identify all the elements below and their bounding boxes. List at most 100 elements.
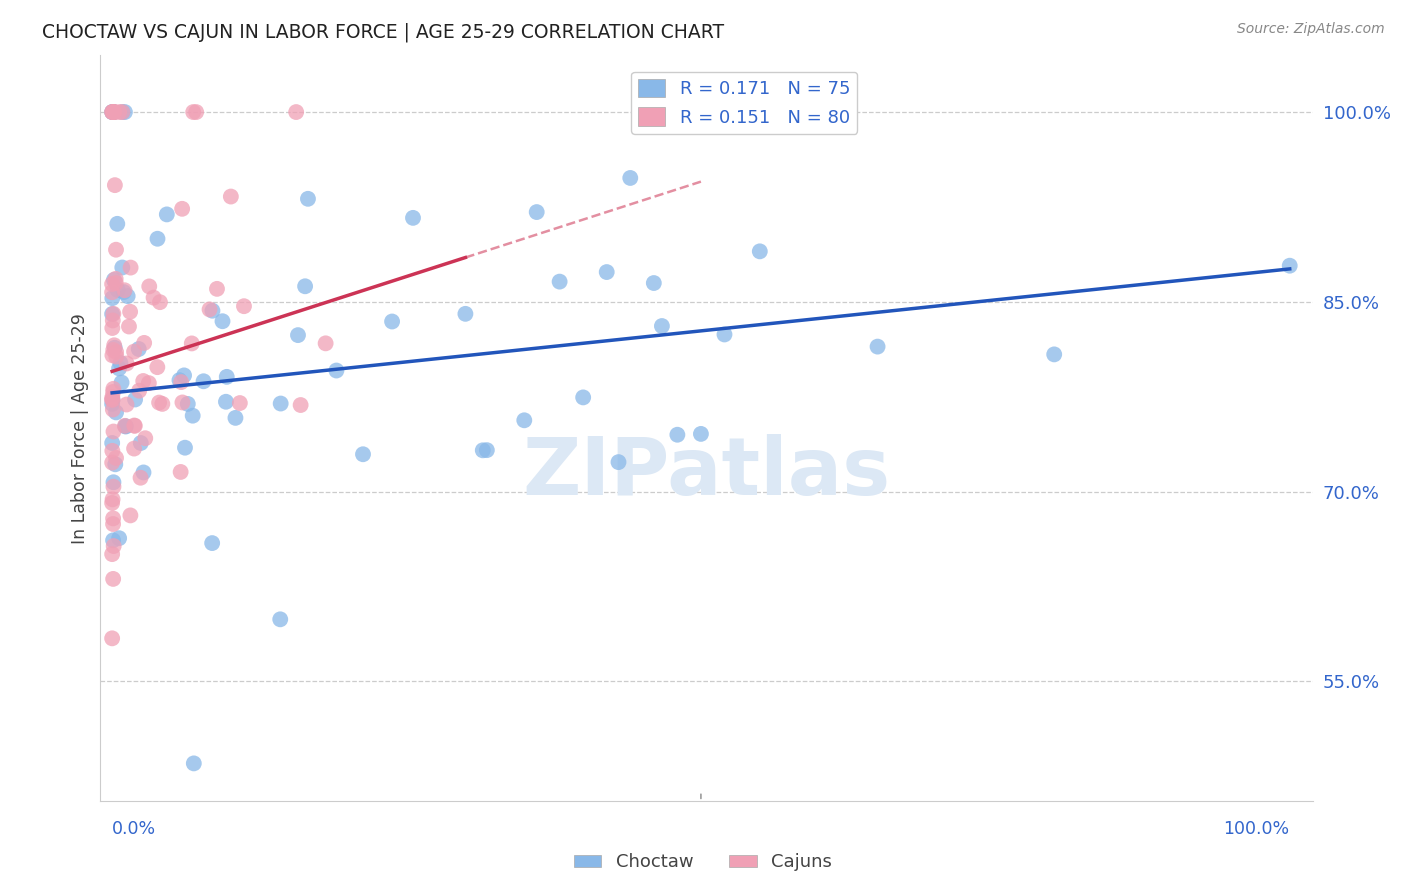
Point <box>181 105 204 120</box>
Point <box>402 211 425 225</box>
Point <box>108 361 131 376</box>
Point <box>105 405 128 419</box>
Point <box>297 192 319 206</box>
Point <box>118 319 141 334</box>
Point <box>104 272 127 286</box>
Point <box>101 392 124 407</box>
Point <box>111 105 134 120</box>
Point <box>138 376 160 391</box>
Point <box>105 450 128 465</box>
Point <box>103 105 125 120</box>
Point <box>174 441 197 455</box>
Point <box>224 410 246 425</box>
Point <box>124 392 146 407</box>
Point <box>285 105 308 120</box>
Point <box>198 302 221 317</box>
Point <box>132 466 155 480</box>
Point <box>183 756 205 771</box>
Point <box>105 350 128 364</box>
Point <box>572 391 595 405</box>
Point <box>103 105 125 120</box>
Point <box>101 533 124 548</box>
Point <box>103 382 125 396</box>
Point <box>111 260 134 275</box>
Text: 0.0%: 0.0% <box>112 821 156 838</box>
Point <box>103 480 125 494</box>
Point <box>107 283 129 297</box>
Point <box>129 436 152 450</box>
Point <box>201 303 224 318</box>
Point <box>105 345 128 359</box>
Point <box>103 105 125 120</box>
Point <box>103 105 125 120</box>
Point <box>315 336 337 351</box>
Point <box>101 492 124 507</box>
Point <box>120 508 142 523</box>
Point <box>287 328 309 343</box>
Point <box>294 279 316 293</box>
Point <box>748 244 770 259</box>
Point <box>132 374 155 388</box>
Point <box>201 536 224 550</box>
Point <box>173 368 195 383</box>
Text: 100.0%: 100.0% <box>1223 821 1289 838</box>
Point <box>193 374 215 388</box>
Point <box>101 511 124 525</box>
Point <box>103 539 125 553</box>
Point <box>101 105 124 120</box>
Point <box>229 396 252 410</box>
Point <box>101 547 124 561</box>
Point <box>1278 259 1301 273</box>
Point <box>103 343 125 357</box>
Point <box>290 398 312 412</box>
Point <box>169 373 191 387</box>
Point <box>103 338 125 352</box>
Point <box>454 307 477 321</box>
Point <box>103 273 125 287</box>
Point <box>180 336 202 351</box>
Point <box>172 202 194 216</box>
Point <box>138 279 160 293</box>
Point <box>101 277 124 291</box>
Point <box>219 189 242 203</box>
Point <box>270 396 292 410</box>
Point <box>104 178 127 193</box>
Point <box>150 397 173 411</box>
Point <box>666 427 689 442</box>
Point <box>124 418 146 433</box>
Point <box>101 443 124 458</box>
Point <box>134 335 156 350</box>
Point <box>128 384 150 398</box>
Point <box>526 205 548 219</box>
Point <box>104 276 127 290</box>
Point <box>101 390 124 404</box>
Point <box>142 291 165 305</box>
Point <box>643 276 665 290</box>
Point <box>146 232 169 246</box>
Point <box>101 348 124 362</box>
Point <box>129 471 152 485</box>
Point <box>1043 347 1066 361</box>
Point <box>215 369 238 384</box>
Point <box>651 318 673 333</box>
Point <box>101 456 124 470</box>
Point <box>101 384 124 399</box>
Point <box>112 285 135 299</box>
Point <box>513 413 536 427</box>
Point <box>149 295 172 310</box>
Point <box>134 431 156 445</box>
Point <box>101 402 124 417</box>
Point <box>381 314 404 328</box>
Point <box>352 447 374 461</box>
Point <box>101 307 124 321</box>
Text: CHOCTAW VS CAJUN IN LABOR FORCE | AGE 25-29 CORRELATION CHART: CHOCTAW VS CAJUN IN LABOR FORCE | AGE 25… <box>42 22 724 42</box>
Point <box>122 442 145 456</box>
Point <box>146 360 169 375</box>
Point <box>115 419 138 434</box>
Point <box>114 418 136 433</box>
Point <box>172 395 194 409</box>
Point <box>619 170 641 185</box>
Point <box>115 397 138 411</box>
Point <box>101 572 124 586</box>
Y-axis label: In Labor Force | Age 25-29: In Labor Force | Age 25-29 <box>72 313 89 544</box>
